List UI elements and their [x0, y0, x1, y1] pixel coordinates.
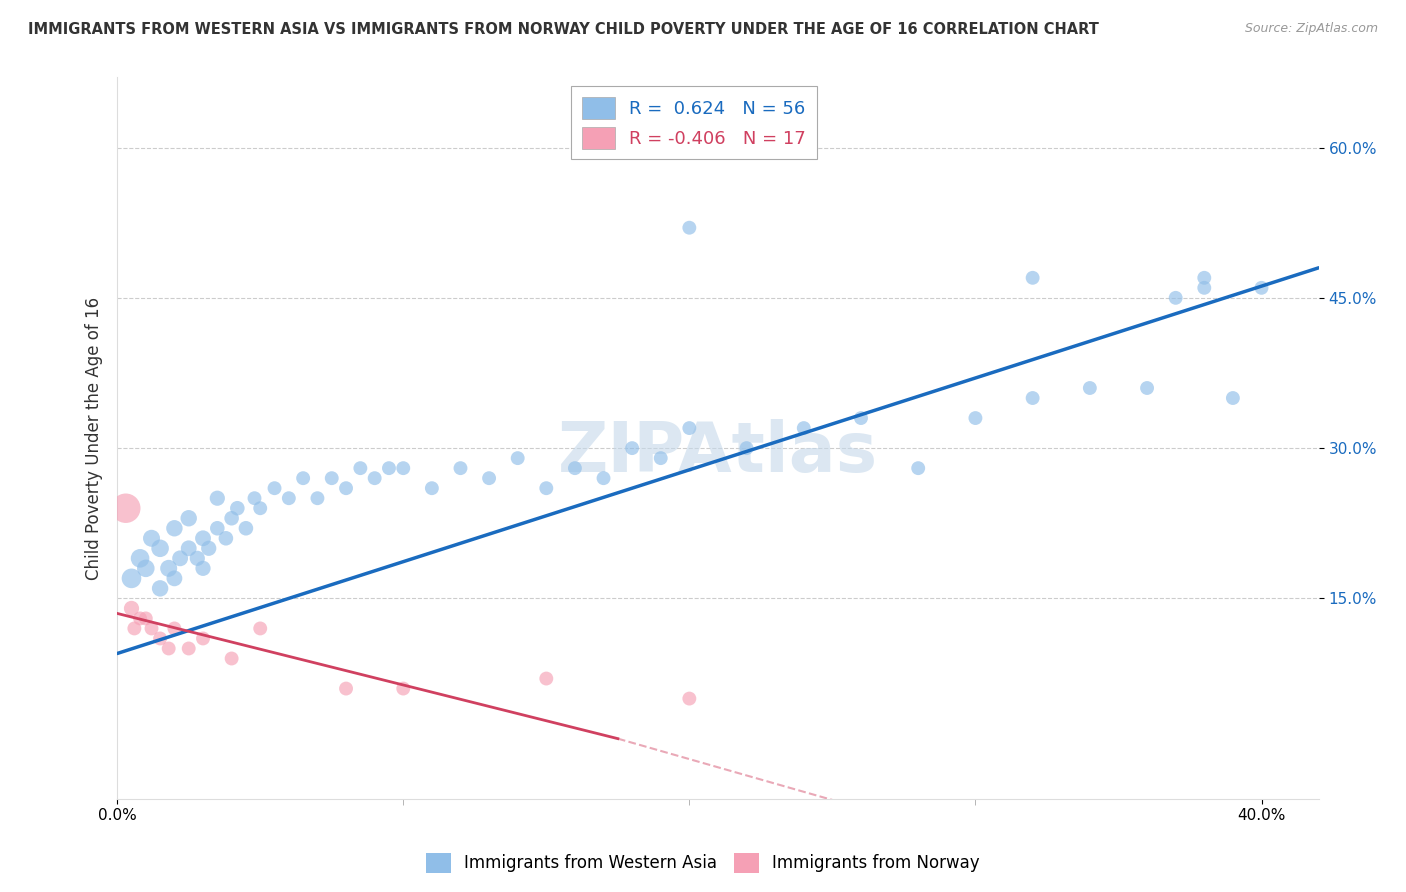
Point	[392, 461, 415, 475]
Point	[1194, 281, 1216, 295]
Point	[197, 541, 219, 556]
Point	[149, 632, 172, 646]
Point	[243, 491, 266, 506]
Point	[592, 471, 614, 485]
Point	[141, 531, 163, 545]
Point	[221, 651, 243, 665]
Point	[1021, 270, 1043, 285]
Point	[135, 561, 157, 575]
Point	[965, 411, 987, 425]
Point	[235, 521, 257, 535]
Point	[157, 561, 180, 575]
Point	[129, 551, 152, 566]
Point	[478, 471, 501, 485]
Point	[363, 471, 385, 485]
Point	[191, 632, 214, 646]
Point	[263, 481, 285, 495]
Point	[121, 601, 143, 615]
Point	[249, 622, 271, 636]
Text: Source: ZipAtlas.com: Source: ZipAtlas.com	[1244, 22, 1378, 36]
Y-axis label: Child Poverty Under the Age of 16: Child Poverty Under the Age of 16	[86, 296, 103, 580]
Point	[621, 441, 644, 455]
Point	[191, 531, 214, 545]
Point	[169, 551, 191, 566]
Point	[392, 681, 415, 696]
Point	[849, 411, 872, 425]
Point	[177, 641, 200, 656]
Text: IMMIGRANTS FROM WESTERN ASIA VS IMMIGRANTS FROM NORWAY CHILD POVERTY UNDER THE A: IMMIGRANTS FROM WESTERN ASIA VS IMMIGRAN…	[28, 22, 1099, 37]
Point	[277, 491, 299, 506]
Point	[678, 421, 700, 435]
Point	[163, 622, 186, 636]
Point	[450, 461, 472, 475]
Point	[1222, 391, 1244, 405]
Point	[564, 461, 586, 475]
Point	[135, 611, 157, 625]
Point	[215, 531, 238, 545]
Point	[177, 541, 200, 556]
Point	[1164, 291, 1187, 305]
Point	[226, 501, 249, 516]
Point	[157, 641, 180, 656]
Point	[1194, 270, 1216, 285]
Point	[793, 421, 815, 435]
Point	[907, 461, 929, 475]
Point	[349, 461, 371, 475]
Point	[292, 471, 315, 485]
Point	[249, 501, 271, 516]
Point	[335, 481, 357, 495]
Point	[678, 691, 700, 706]
Point	[321, 471, 343, 485]
Point	[149, 582, 172, 596]
Point	[1078, 381, 1101, 395]
Point	[114, 501, 136, 516]
Point	[186, 551, 208, 566]
Point	[124, 622, 146, 636]
Point	[650, 451, 672, 466]
Point	[121, 571, 143, 585]
Point	[1136, 381, 1159, 395]
Legend: R =  0.624   N = 56, R = -0.406   N = 17: R = 0.624 N = 56, R = -0.406 N = 17	[571, 87, 817, 160]
Point	[163, 521, 186, 535]
Point	[735, 441, 758, 455]
Point	[420, 481, 443, 495]
Point	[149, 541, 172, 556]
Point	[207, 521, 229, 535]
Point	[536, 481, 558, 495]
Text: ZIPAtlas: ZIPAtlas	[558, 419, 877, 486]
Point	[506, 451, 529, 466]
Point	[1021, 391, 1043, 405]
Point	[207, 491, 229, 506]
Point	[141, 622, 163, 636]
Point	[678, 220, 700, 235]
Point	[536, 672, 558, 686]
Point	[335, 681, 357, 696]
Point	[1250, 281, 1272, 295]
Point	[129, 611, 152, 625]
Legend: Immigrants from Western Asia, Immigrants from Norway: Immigrants from Western Asia, Immigrants…	[419, 847, 987, 880]
Point	[378, 461, 401, 475]
Point	[307, 491, 329, 506]
Point	[177, 511, 200, 525]
Point	[221, 511, 243, 525]
Point	[163, 571, 186, 585]
Point	[191, 561, 214, 575]
